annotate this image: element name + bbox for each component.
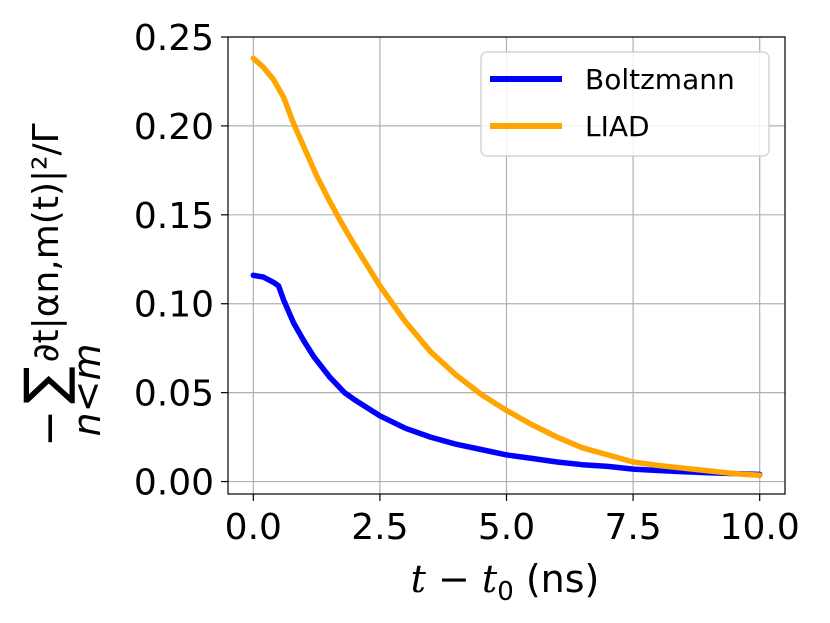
y-tick-label: 0.05 [134,374,214,415]
x-tick-label: 2.5 [351,507,408,548]
y-axis-label: − ∑ ∂t|αn,m(t)|²/Γ n<m [13,123,109,446]
x-tick-label: 0.0 [225,507,282,548]
legend-label-boltzmann: Boltzmann [585,63,735,96]
legend-label-liad: LIAD [585,110,650,143]
y-tick-label: 0.25 [134,18,214,59]
series-line-liad [250,55,763,479]
y-label-sub: n<m [65,344,109,437]
svg-text:−∑∂t|αn,m(t)|²/Γ: − ∑ ∂t|αn,m(t)|²/Γ [13,123,78,446]
x-tick-label: 10.0 [720,507,800,548]
x-axis-label: t − t0 (ns) [411,557,600,607]
legend: Boltzmann LIAD [480,51,770,157]
x-tick-label: 5.0 [478,507,535,548]
series-line-boltzmann [250,272,763,478]
series-layer [250,55,763,479]
y-tick-label: 0.20 [134,107,214,148]
y-tick-label: 0.10 [134,285,214,326]
y-label-body: ∂t|αn,m(t)|²/Γ [26,123,67,362]
y-label-sigma: ∑ [13,366,78,404]
y-tick-label: 0.15 [134,196,214,237]
y-tick-label: 0.00 [134,463,214,504]
y-label-minus: − [24,410,75,447]
axis-ticks: 0.0 2.5 5.0 7.5 10.0 0.00 0.05 0.10 0.15 0.20 0.25 [134,18,800,548]
x-tick-label: 7.5 [604,507,661,548]
